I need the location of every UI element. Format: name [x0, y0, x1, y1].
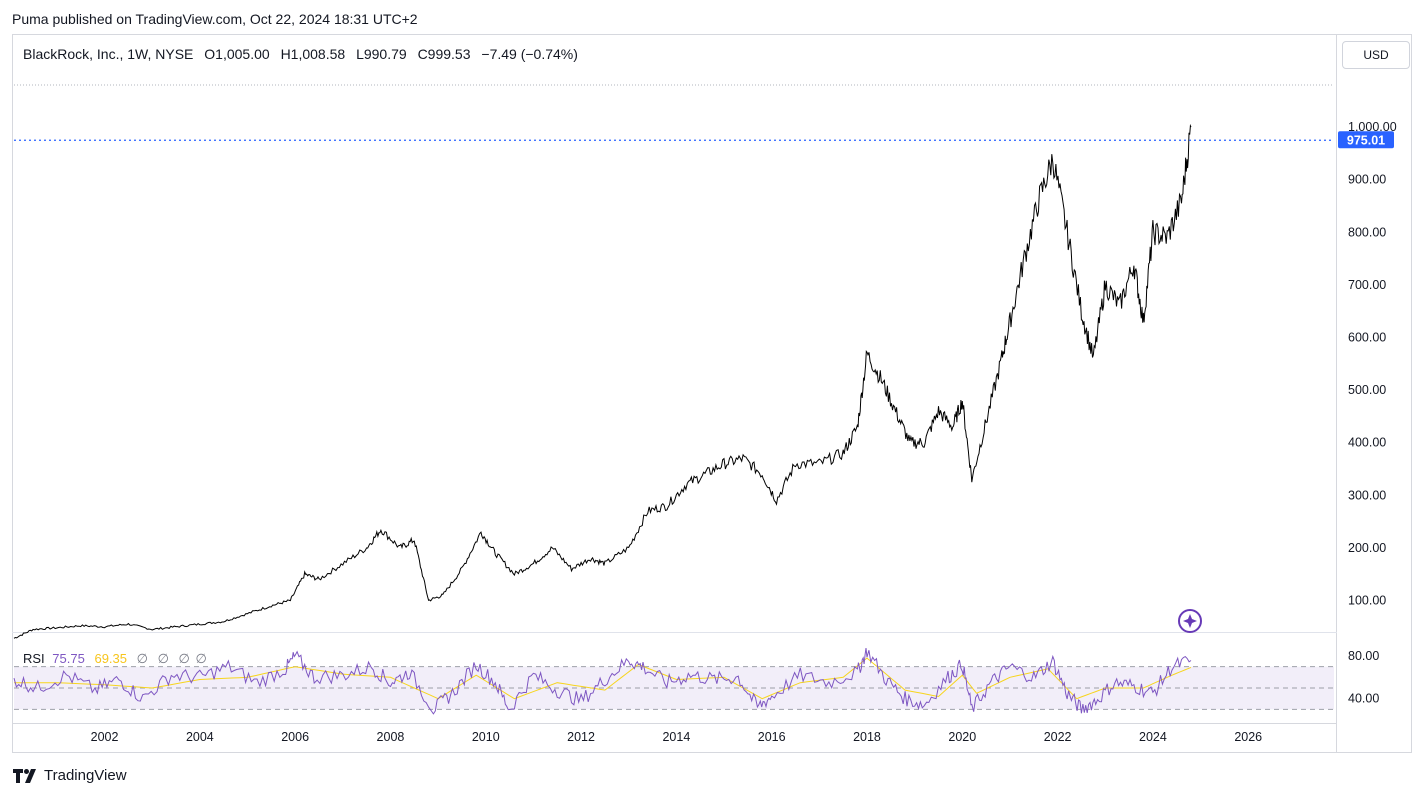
time-axis-tick-label: 2018 — [853, 730, 881, 744]
rsi-line[interactable] — [13, 648, 1192, 715]
price-axis-tick-label: 500.00 — [1348, 383, 1386, 397]
time-axis-tick-label: 2016 — [758, 730, 786, 744]
time-axis-tick-label: 2020 — [948, 730, 976, 744]
rsi-extra: ∅ — [157, 651, 169, 666]
legend-low: L990.79 — [356, 46, 407, 62]
rsi-ma-line[interactable] — [14, 657, 1192, 700]
legend-open: O1,005.00 — [204, 46, 270, 62]
rsi-name[interactable]: RSI — [23, 651, 45, 666]
legend-high: H1,008.58 — [280, 46, 346, 62]
chart-frame — [12, 34, 1412, 753]
time-axis-tick-label: 2006 — [281, 730, 309, 744]
time-axis-tick-label: 2024 — [1139, 730, 1167, 744]
currency-button[interactable]: USD — [1342, 41, 1410, 69]
time-axis-tick-label: 2010 — [472, 730, 500, 744]
legend-symbol[interactable]: BlackRock, Inc., 1W, NYSE — [23, 46, 194, 62]
sparkle-icon — [1183, 614, 1197, 628]
legend-close: C999.53 — [417, 46, 471, 62]
price-axis-tick-label: 1,000.00 — [1348, 120, 1397, 134]
rsi-extra: ∅ — [178, 651, 190, 666]
price-axis-tick-label: 700.00 — [1348, 278, 1386, 292]
legend-change: −7.49 (−0.74%) — [481, 46, 578, 62]
tradingview-brand[interactable]: TradingView — [13, 767, 127, 784]
publication-caption: Puma published on TradingView.com, Oct 2… — [12, 11, 418, 27]
rsi-value: 75.75 — [52, 651, 85, 666]
time-axis-tick-label: 2004 — [186, 730, 214, 744]
symbol-legend: BlackRock, Inc., 1W, NYSE O1,005.00 H1,0… — [23, 46, 578, 62]
price-axis-tick-label: 600.00 — [1348, 330, 1386, 344]
rsi-axis-tick-label: 40.00 — [1348, 692, 1379, 706]
rsi-axis-tick-label: 80.00 — [1348, 649, 1379, 663]
time-axis-tick-label: 2022 — [1044, 730, 1072, 744]
price-axis-tick-label: 100.00 — [1348, 593, 1386, 607]
time-axis-tick-label: 2014 — [662, 730, 690, 744]
price-axis-divider — [1336, 34, 1337, 753]
time-axis-tick-label: 2026 — [1234, 730, 1262, 744]
pane-separator[interactable] — [12, 632, 1337, 633]
price-series-line[interactable] — [13, 123, 1192, 639]
price-axis-tick-label: 900.00 — [1348, 173, 1386, 187]
price-axis-tick-label: 300.00 — [1348, 488, 1386, 502]
brand-name: TradingView — [44, 767, 127, 784]
tradingview-logo-icon — [13, 768, 36, 783]
time-axis-tick-label: 2008 — [377, 730, 405, 744]
time-axis-divider — [12, 723, 1337, 724]
last-price-label: 975.01 — [1347, 134, 1385, 148]
price-axis-tick-label: 800.00 — [1348, 225, 1386, 239]
last-price-badge[interactable] — [1338, 131, 1394, 149]
price-axis-tick-label: 400.00 — [1348, 436, 1386, 450]
time-axis-tick-label: 2002 — [91, 730, 119, 744]
rsi-ma-value: 69.35 — [94, 651, 128, 666]
rsi-extra: ∅ — [195, 651, 207, 666]
rsi-legend: RSI 75.75 69.35 ∅ ∅ ∅ ∅ — [23, 651, 207, 667]
time-axis-tick-label: 2012 — [567, 730, 595, 744]
rsi-extra: ∅ — [136, 651, 148, 666]
price-axis-tick-label: 200.00 — [1348, 541, 1386, 555]
